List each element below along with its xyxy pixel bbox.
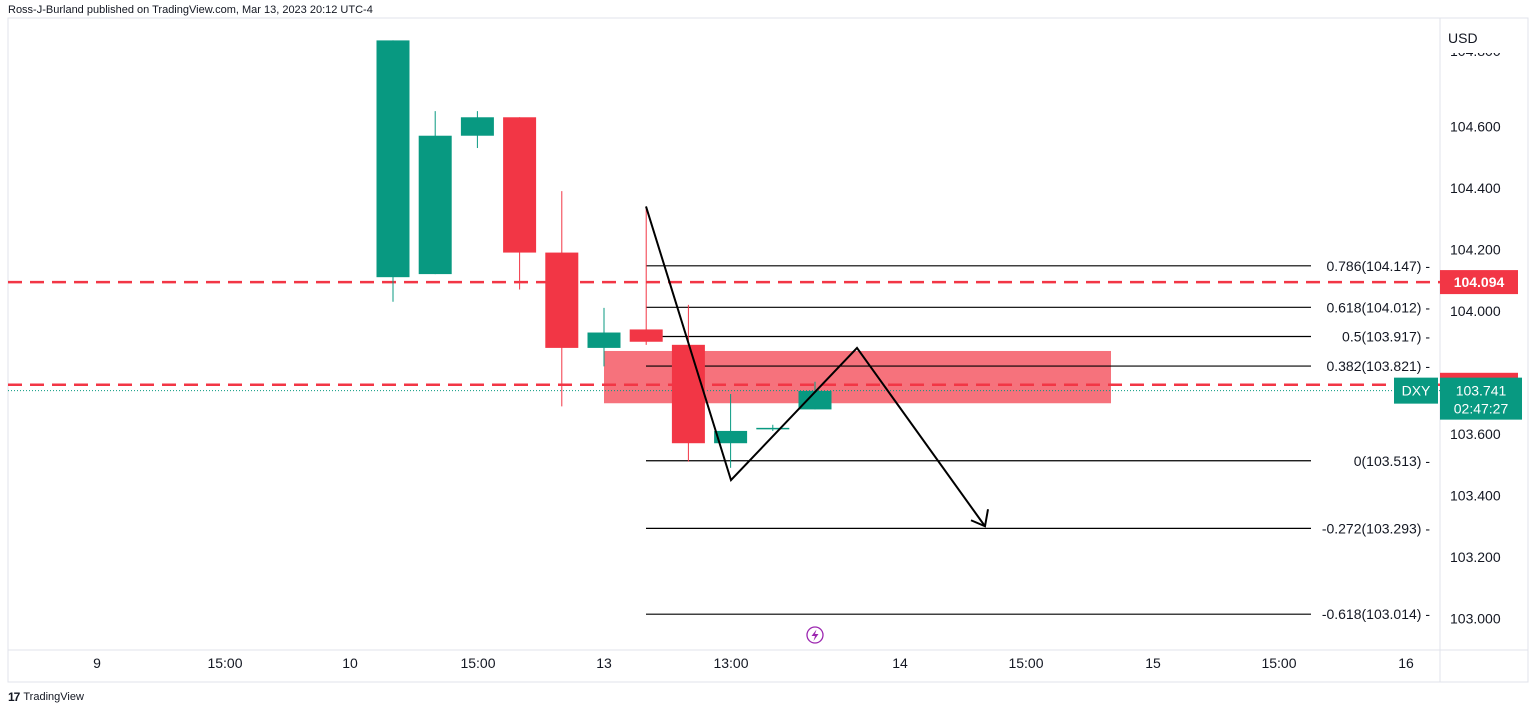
time-tick-0: 9 [93,655,101,671]
price-axis[interactable]: USD104.800104.600104.400104.200104.00010… [1441,30,1527,627]
price-tick-1: 104.400 [1450,180,1501,196]
candle-1 [418,111,452,275]
candle-body-3 [503,117,537,253]
time-tick-3: 15:00 [460,655,495,671]
tradingview-logo[interactable]: 17 TradingView [8,690,84,704]
fib-label-1: 0.618(104.012) - [1326,299,1430,315]
fib-label-3: 0.382(103.821) - [1326,358,1430,374]
fib-label-5: -0.272(103.293) - [1322,520,1431,536]
tradingview-brand-text: TradingView [23,691,84,703]
candle-8 [714,394,748,468]
chart-border [7,17,1529,683]
partial-tick-mask [1441,45,1527,53]
candle-body-7 [671,344,705,444]
price-tick-4: 103.600 [1450,426,1501,442]
price-tick-2: 104.200 [1450,242,1501,258]
lightning-icon-bolt [811,629,819,641]
fib-label-0: 0.786(104.147) - [1326,258,1430,274]
countdown-text: 02:47:27 [1454,401,1509,417]
currency-label: USD [1448,30,1478,46]
price-tick-0: 104.600 [1450,119,1501,135]
symbol-tag-text: DXY [1402,383,1431,399]
time-axis[interactable]: 9 15:00 10 15:00 13 13:00 14 15:00 15 15:00 16 [93,655,1414,671]
chart-frame [7,17,1529,683]
tradingview-logo-icon: 17 [8,690,20,704]
fib-label-4: 0(103.513) - [1354,453,1431,469]
candle-4 [545,191,579,407]
candles-layer [376,40,832,468]
candle-body-5 [587,332,621,348]
projection-path-layer [645,206,989,644]
time-tick-7: 15:00 [1008,655,1043,671]
candle-body-4 [545,252,579,348]
candle-2 [460,111,494,149]
time-tick-8: 15 [1145,655,1161,671]
publisher-caption: Ross-J-Burland published on TradingView.… [8,4,373,16]
current-price-tag [1440,377,1522,420]
level-price-text-0: 104.094 [1454,274,1505,290]
time-tick-2: 10 [342,655,358,671]
candle-body-8 [714,430,748,444]
candle-body-9 [756,427,790,430]
fib-label-2: 0.5(103.917) - [1342,329,1430,345]
candle-body-1 [418,135,452,275]
fib-label-6: -0.618(103.014) - [1322,606,1431,622]
time-tick-4: 13 [596,655,612,671]
price-tick-7: 103.000 [1450,611,1501,627]
candle-body-0 [376,40,410,278]
projection-path [645,206,986,527]
candle-6 [629,206,663,345]
candle-5 [587,307,621,367]
symbol-tag [1394,377,1438,404]
candle-7 [671,304,705,462]
current-price-text: 103.741 [1456,383,1507,399]
time-tick-5: 13:00 [713,655,748,671]
time-tick-1: 15:00 [207,655,242,671]
candle-0 [376,40,410,302]
price-tick-3: 104.000 [1450,303,1501,319]
level-price-tag-0 [1440,270,1518,295]
time-tick-10: 16 [1398,655,1414,671]
candle-body-10 [798,390,832,410]
time-tick-9: 15:00 [1261,655,1296,671]
projection-arrow-head [970,509,989,528]
candle-body-2 [460,117,494,136]
candle-body-6 [629,329,663,342]
lightning-icon [806,626,824,644]
candle-10 [798,381,832,410]
dashed-levels-layer [8,280,1440,392]
price-tick-5: 103.400 [1450,488,1501,504]
fib-levels-layer: 0.786(104.147) - 0.618(104.012) - 0.5(103.… [646,258,1430,622]
price-tick-6: 103.200 [1450,549,1501,565]
candle-3 [503,117,537,290]
candle-9 [756,424,790,431]
time-tick-6: 14 [892,655,908,671]
